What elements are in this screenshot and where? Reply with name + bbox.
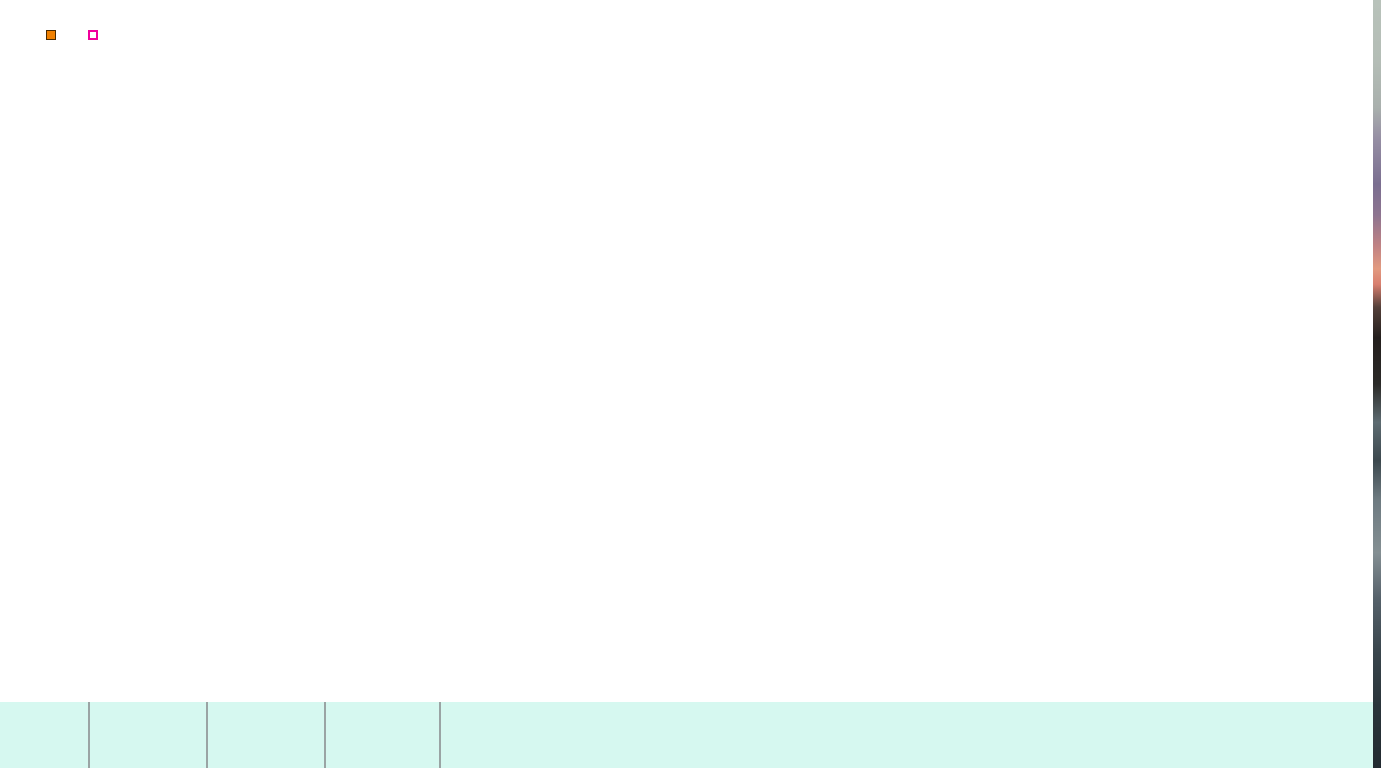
table-divider bbox=[88, 702, 90, 768]
temperature-chart bbox=[0, 0, 1373, 700]
table-divider bbox=[439, 702, 441, 768]
chart-legend bbox=[46, 30, 104, 40]
desktop-wallpaper-sliver bbox=[1373, 0, 1381, 768]
orange-series-swatch-icon bbox=[46, 30, 56, 40]
legend-item-monat-avg bbox=[88, 30, 104, 40]
table-divider bbox=[206, 702, 208, 768]
legend-item-temp-a-max bbox=[46, 30, 62, 40]
stats-table bbox=[0, 702, 1373, 768]
table-divider bbox=[324, 702, 326, 768]
magenta-series-swatch-icon bbox=[88, 30, 98, 40]
